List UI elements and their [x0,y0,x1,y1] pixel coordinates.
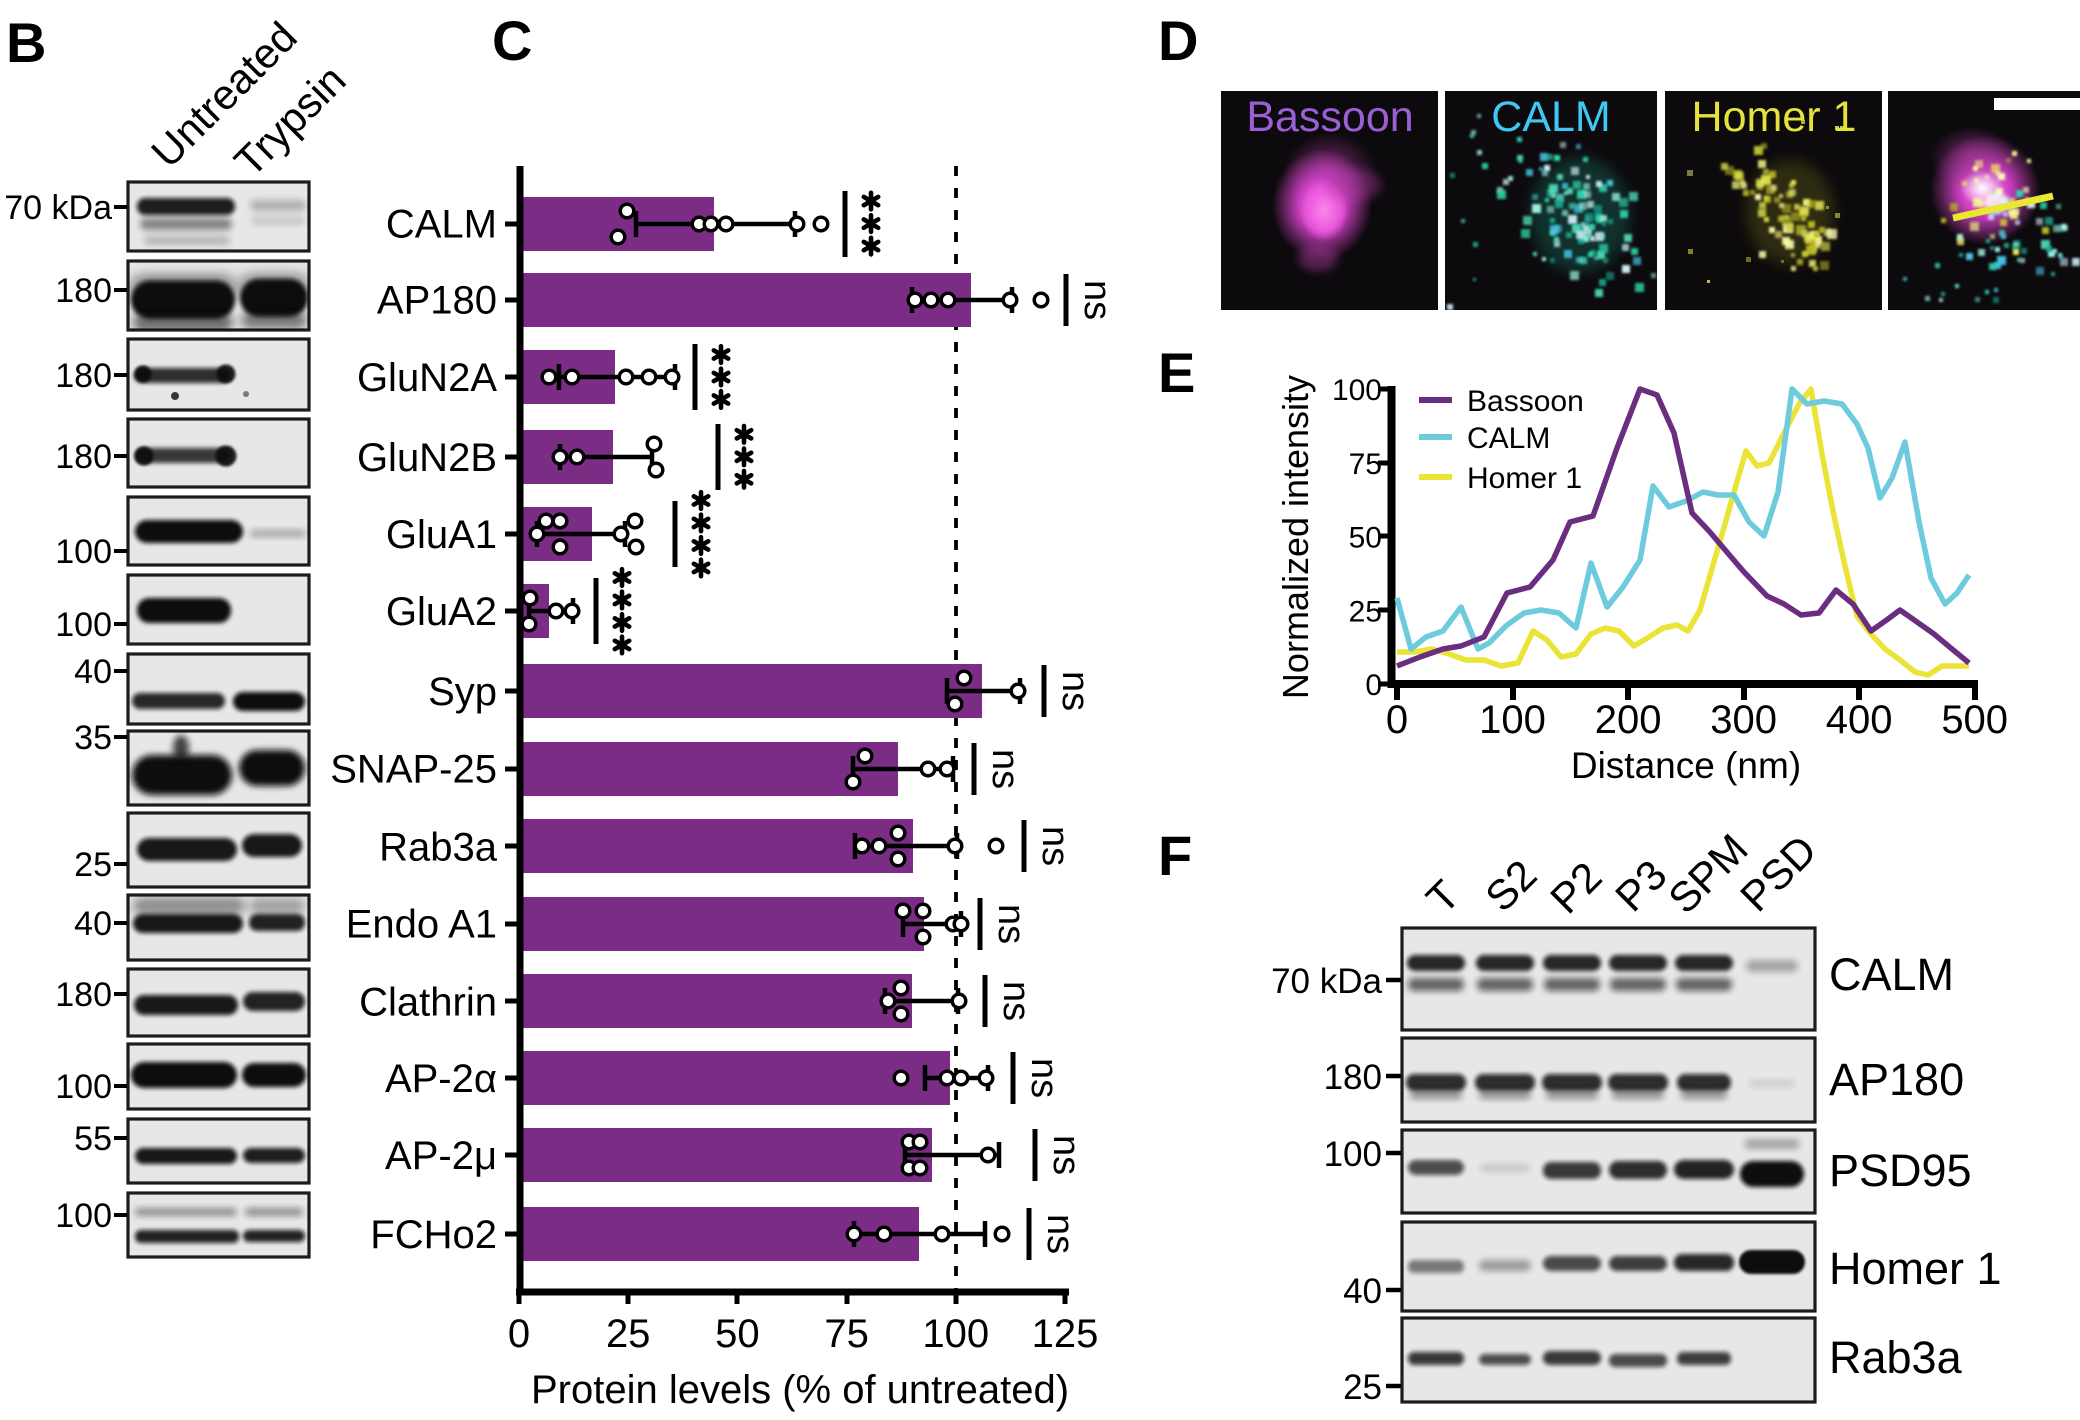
svg-text:25: 25 [74,846,112,884]
svg-text:AP180: AP180 [1829,1054,1964,1105]
svg-text:500: 500 [1941,698,2008,742]
svg-text:FCHo2: FCHo2 [370,1213,497,1257]
svg-text:125: 125 [1032,1312,1099,1356]
svg-text:CALM: CALM [1467,422,1550,455]
svg-text:Endo A1: Endo A1 [346,903,497,947]
svg-text:AP-2α: AP-2α [385,1057,497,1101]
svg-text:180: 180 [55,272,112,310]
svg-text:GluN2B: GluN2B [357,436,497,480]
svg-text:75: 75 [1349,448,1382,481]
svg-text:Bassoon: Bassoon [1246,93,1413,141]
svg-text:C: C [492,9,532,72]
svg-text:ns: ns [1076,280,1118,320]
svg-text:ns: ns [995,981,1037,1021]
svg-text:400: 400 [1826,698,1893,742]
svg-text:ns: ns [1039,1214,1081,1254]
svg-text:GluN2A: GluN2A [357,356,497,400]
svg-text:PSD95: PSD95 [1829,1145,1972,1196]
svg-text:40: 40 [74,905,112,943]
svg-text:Homer 1: Homer 1 [1829,1243,2002,1294]
svg-text:100: 100 [55,1068,112,1106]
svg-text:GluA2: GluA2 [386,590,497,634]
svg-text:CALM: CALM [1829,949,1954,1000]
svg-text:CALM: CALM [386,203,497,247]
svg-text:ns: ns [1034,826,1076,866]
svg-text:70 kDa: 70 kDa [4,189,112,227]
svg-text:25: 25 [1343,1368,1382,1407]
svg-text:Normalized intensity: Normalized intensity [1275,375,1316,699]
svg-text:100: 100 [1479,698,1546,742]
svg-text:300: 300 [1710,698,1777,742]
svg-text:35: 35 [74,719,112,757]
svg-text:40: 40 [1343,1272,1382,1311]
svg-text:70 kDa: 70 kDa [1271,962,1382,1001]
svg-text:180: 180 [55,438,112,476]
svg-text:Protein levels (% of untreated: Protein levels (% of untreated) [531,1368,1069,1412]
svg-text:Clathrin: Clathrin [359,980,497,1024]
svg-text:100: 100 [55,606,112,644]
svg-text:100: 100 [922,1312,989,1356]
svg-text:50: 50 [715,1312,760,1356]
svg-text:ns: ns [984,749,1026,789]
svg-text:ns: ns [1054,671,1096,711]
svg-text:Rab3a: Rab3a [1829,1332,1963,1383]
svg-text:0: 0 [1365,669,1382,702]
svg-text:180: 180 [55,976,112,1014]
svg-text:SNAP-25: SNAP-25 [330,748,497,792]
svg-text:AP180: AP180 [377,279,497,323]
svg-text:F: F [1158,824,1192,887]
svg-text:Homer 1: Homer 1 [1467,462,1582,495]
svg-text:ns: ns [1045,1135,1087,1175]
svg-text:75: 75 [824,1312,869,1356]
svg-text:B: B [6,11,46,74]
svg-text:0: 0 [1386,698,1408,742]
svg-text:ns: ns [990,904,1032,944]
svg-text:55: 55 [74,1120,112,1158]
svg-text:Syp: Syp [428,670,497,714]
svg-text:100: 100 [55,533,112,571]
svg-text:100: 100 [1332,374,1382,407]
svg-text:100: 100 [55,1197,112,1235]
svg-text:Distance (nm): Distance (nm) [1571,745,1801,786]
svg-text:25: 25 [606,1312,651,1356]
svg-text:GluA1: GluA1 [386,513,497,557]
svg-text:40: 40 [74,653,112,691]
svg-text:200: 200 [1595,698,1662,742]
svg-text:Bassoon: Bassoon [1467,385,1584,418]
svg-text:180: 180 [55,357,112,395]
svg-text:25: 25 [1349,595,1382,628]
svg-text:Rab3a: Rab3a [379,825,498,869]
svg-text:E: E [1158,341,1195,404]
svg-text:100: 100 [1324,1135,1382,1174]
svg-text:AP-2μ: AP-2μ [385,1134,497,1178]
svg-text:Homer 1: Homer 1 [1692,93,1857,141]
svg-text:CALM: CALM [1491,93,1610,141]
svg-text:0: 0 [508,1312,530,1356]
svg-text:180: 180 [1324,1058,1382,1097]
svg-text:ns: ns [1023,1058,1065,1098]
svg-text:D: D [1158,9,1198,72]
svg-text:50: 50 [1349,522,1382,555]
